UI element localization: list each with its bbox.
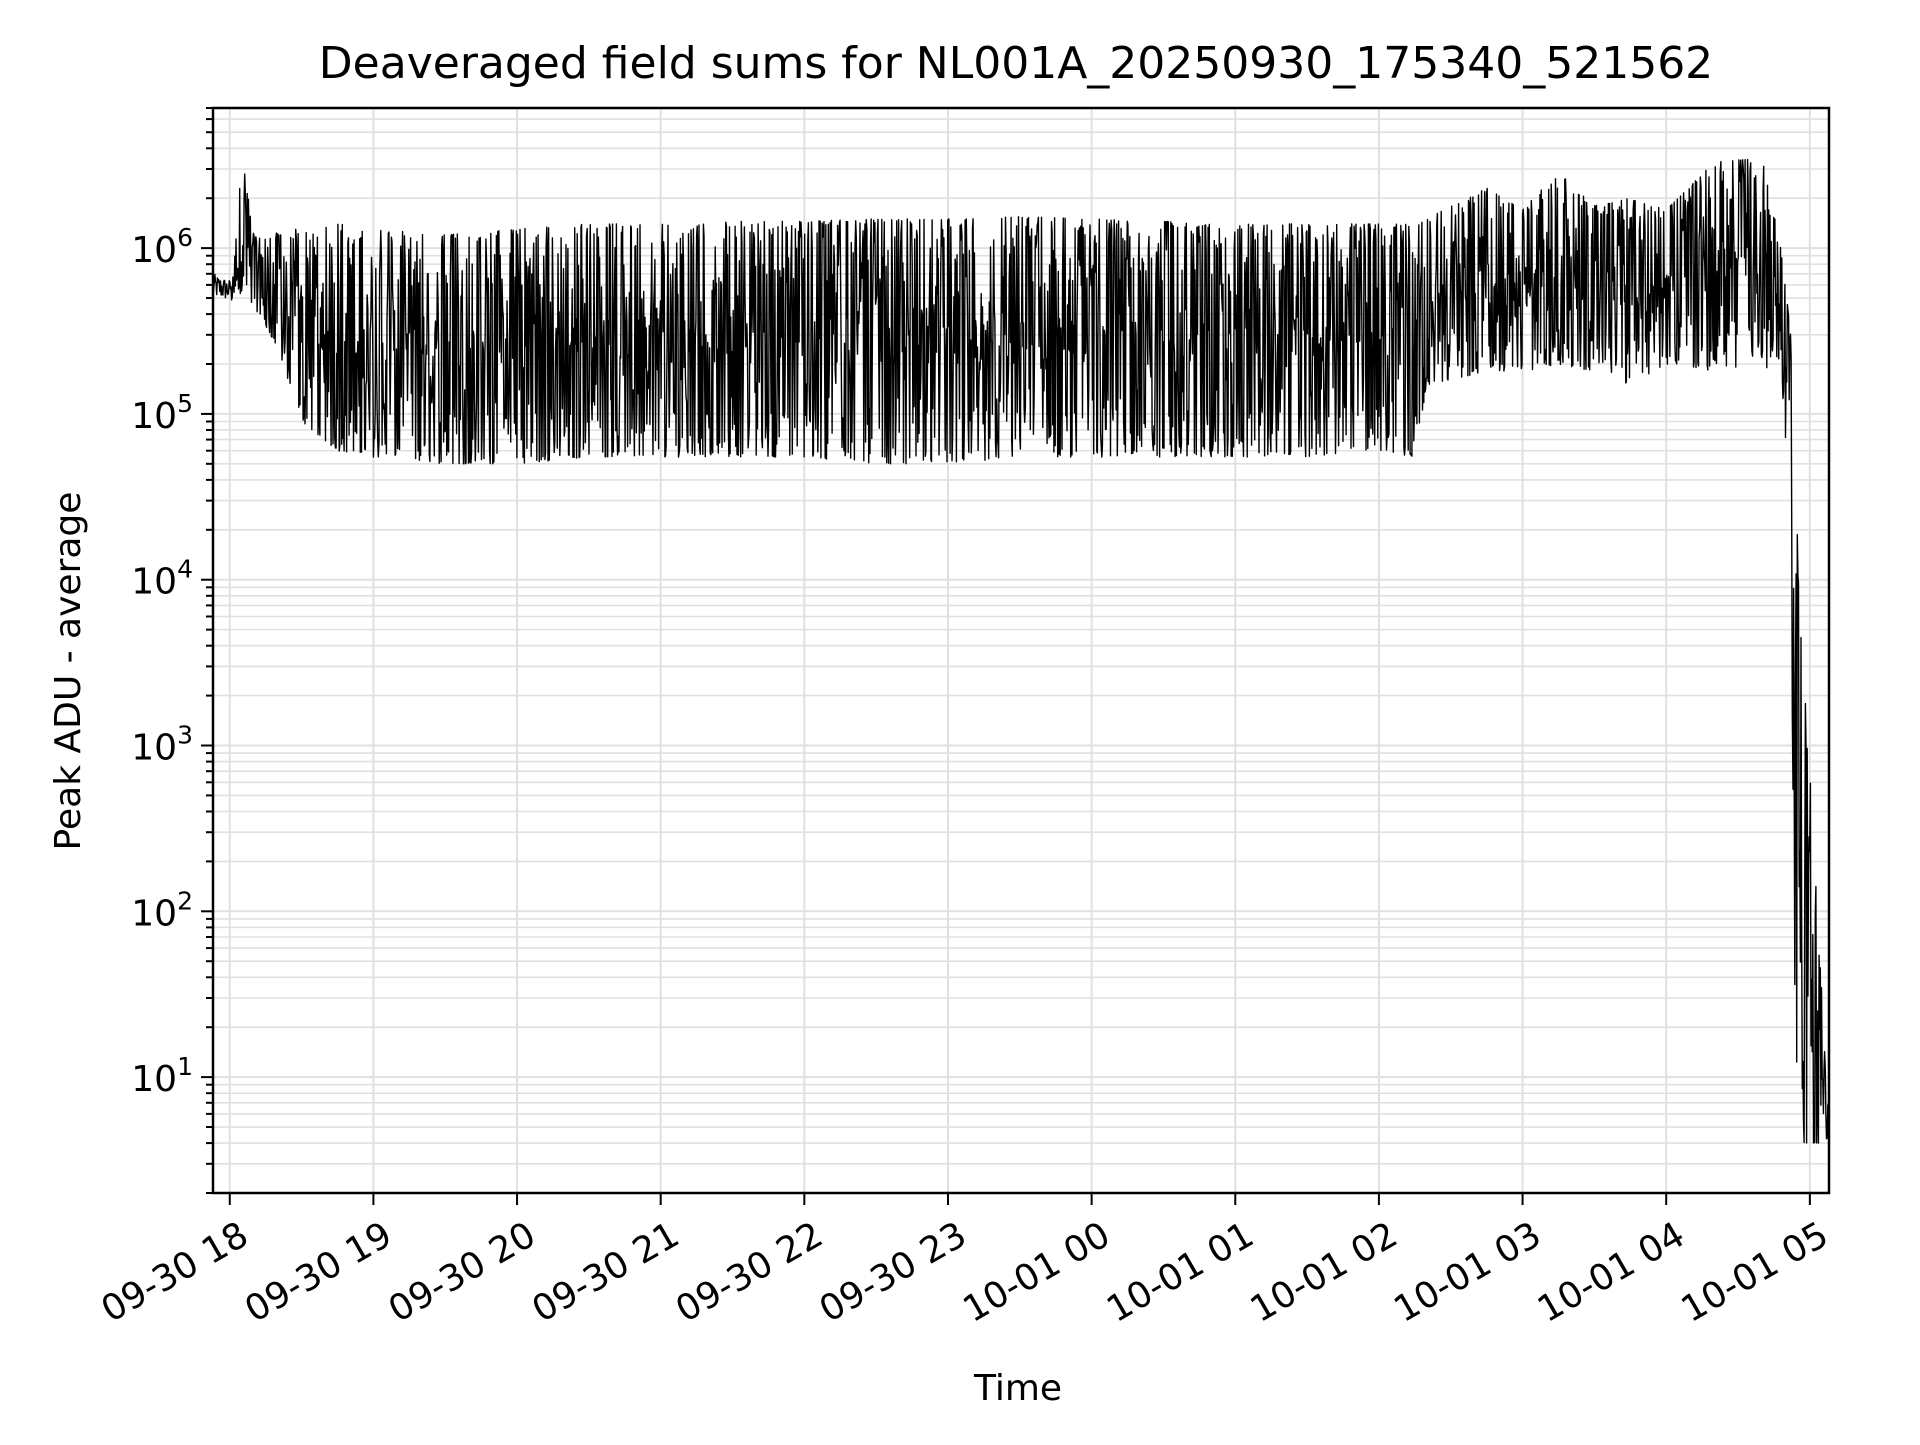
y-tick-base: 10 — [131, 396, 177, 437]
y-tick-exponent: 4 — [177, 555, 193, 584]
data-line — [212, 158, 1830, 1144]
y-tick-label: 103 — [131, 721, 193, 769]
y-tick-label: 102 — [131, 886, 193, 934]
y-tick-label: 104 — [131, 555, 193, 603]
y-tick-base: 10 — [131, 1059, 177, 1100]
y-tick-label: 101 — [131, 1052, 193, 1100]
plot-frame — [211, 106, 1831, 1195]
y-tick-exponent: 6 — [177, 223, 193, 252]
chart-title: Deaveraged field sums for NL001A_2025093… — [319, 38, 1713, 89]
y-tick-exponent: 3 — [177, 721, 193, 750]
y-tick-label: 106 — [131, 223, 193, 271]
y-tick-base: 10 — [131, 230, 177, 271]
y-axis-label: Peak ADU - average — [48, 492, 89, 851]
y-tick-exponent: 5 — [177, 389, 193, 418]
y-tick-label: 105 — [131, 389, 193, 437]
data-series — [212, 158, 1830, 1144]
y-tick-exponent: 2 — [177, 886, 193, 915]
y-tick-exponent: 1 — [177, 1052, 193, 1081]
y-tick-base: 10 — [131, 893, 177, 934]
y-tick-base: 10 — [131, 562, 177, 603]
y-tick-base: 10 — [131, 728, 177, 769]
x-axis-label: Time — [973, 1368, 1062, 1409]
